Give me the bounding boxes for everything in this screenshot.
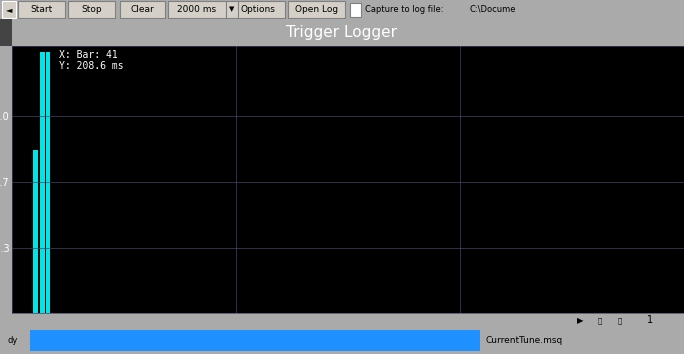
Text: 🔍: 🔍 (618, 317, 622, 324)
Text: C:\Docume: C:\Docume (470, 5, 516, 14)
Text: Start: Start (30, 5, 53, 14)
Text: Open Log: Open Log (295, 5, 338, 14)
Text: X: Bar: 41
Y: 208.6 ms: X: Bar: 41 Y: 208.6 ms (60, 50, 124, 72)
Bar (226, 1, 238, 18)
Bar (2, 1, 16, 18)
Bar (288, 1, 345, 18)
Text: Capture to log file:: Capture to log file: (365, 5, 443, 14)
Text: 🔍: 🔍 (598, 317, 602, 324)
Text: 2000 ms: 2000 ms (177, 5, 217, 14)
Bar (47, 52, 50, 313)
Text: Stop: Stop (81, 5, 102, 14)
Bar (0, 19, 12, 46)
Bar (40, 52, 45, 313)
Bar (350, 3, 361, 17)
Text: Options: Options (240, 5, 275, 14)
Bar (68, 1, 115, 18)
Text: CurrentTune.msq: CurrentTune.msq (485, 336, 562, 345)
Text: ◄: ◄ (5, 5, 12, 14)
Text: dy: dy (8, 336, 18, 345)
Text: Trigger Logger: Trigger Logger (287, 25, 397, 40)
Text: 1: 1 (647, 315, 653, 325)
Bar (230, 1, 285, 18)
Bar (168, 1, 226, 18)
Text: Clear: Clear (131, 5, 155, 14)
Text: ▼: ▼ (229, 6, 235, 12)
Bar (30, 330, 480, 351)
Text: ▶: ▶ (577, 316, 583, 325)
Bar (120, 1, 165, 18)
Bar (34, 150, 38, 313)
Bar (18, 1, 65, 18)
